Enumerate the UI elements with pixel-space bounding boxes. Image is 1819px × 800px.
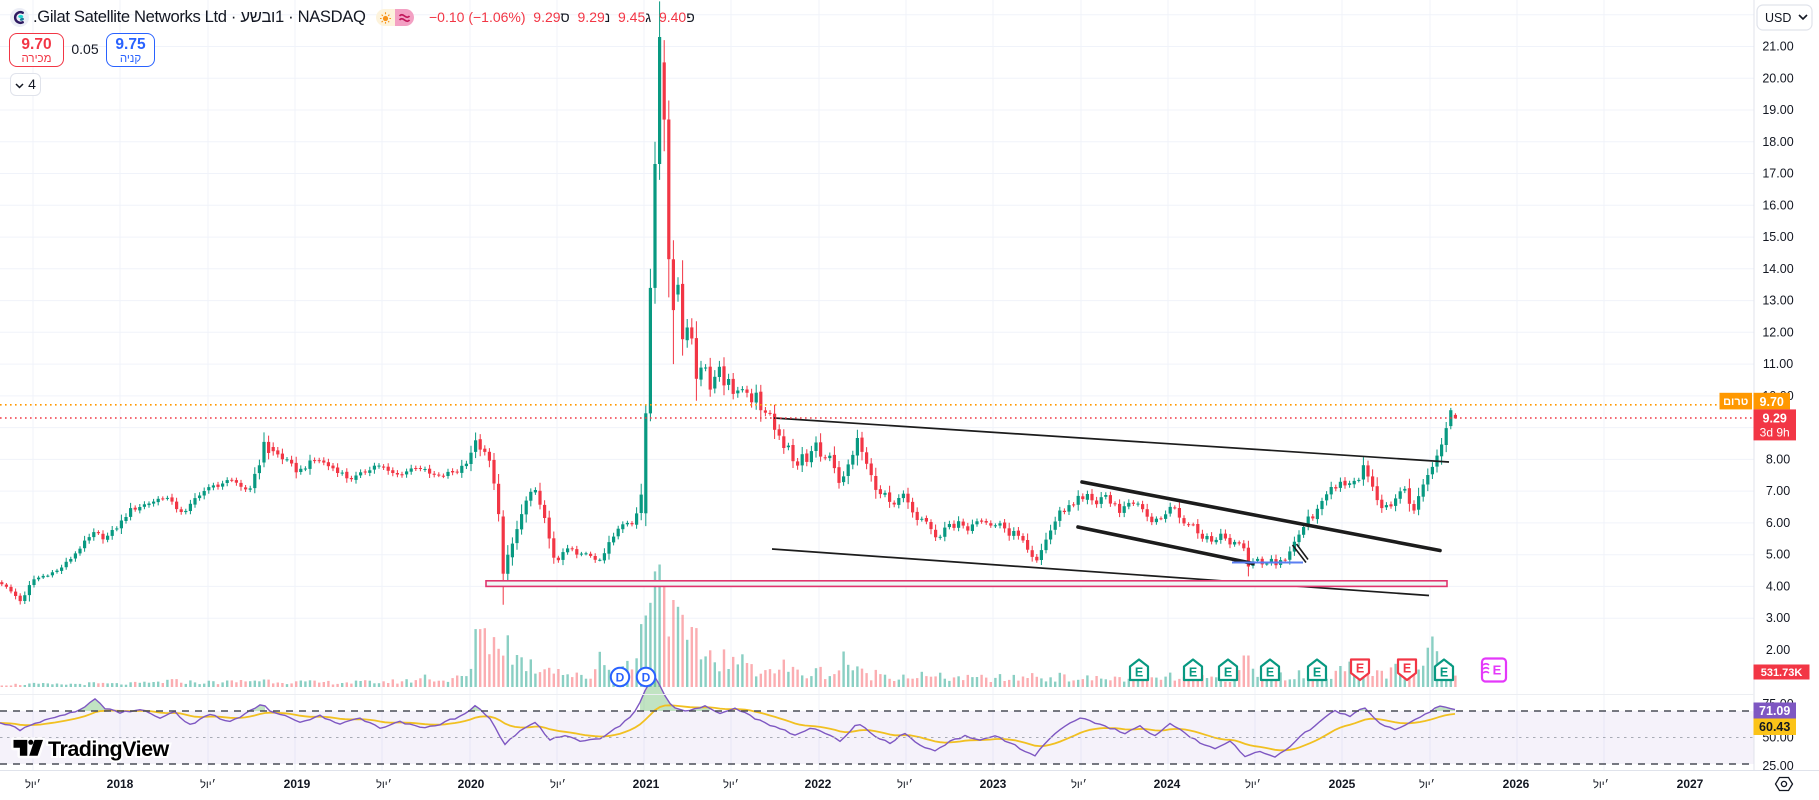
svg-text:3.00: 3.00 [1766,611,1790,625]
svg-text:E: E [1403,662,1411,676]
svg-text:לוי׳: לוי׳ [1071,778,1087,791]
svg-text:6.00: 6.00 [1766,516,1790,530]
svg-text:2018: 2018 [107,777,134,791]
svg-text:8.00: 8.00 [1766,452,1790,466]
svg-text:לוי׳: לוי׳ [1593,778,1609,791]
svg-text:2019: 2019 [284,777,311,791]
svg-text:60.43: 60.43 [1759,720,1790,734]
svg-text:9.29: 9.29 [1763,411,1787,425]
svg-text:25.00: 25.00 [1762,759,1793,773]
svg-text:11.00: 11.00 [1763,357,1793,371]
svg-text:71.09: 71.09 [1759,704,1790,718]
svg-text:2026: 2026 [1503,777,1530,791]
svg-text:19.00: 19.00 [1762,103,1793,117]
svg-text:E: E [1224,666,1232,680]
svg-text:לוי׳: לוי׳ [723,778,739,791]
svg-text:לוי׳: לוי׳ [897,778,913,791]
svg-text:לוי׳: לוי׳ [1245,778,1261,791]
svg-text:16.00: 16.00 [1762,198,1793,212]
svg-text:D: D [616,671,625,685]
svg-text:2027: 2027 [1677,777,1704,791]
svg-text:5.00: 5.00 [1766,548,1790,562]
svg-text:2021: 2021 [633,777,660,791]
svg-text:USD: USD [1765,11,1791,25]
svg-text:E: E [1493,663,1502,678]
svg-text:לוי׳: לוי׳ [1419,778,1435,791]
svg-text:21.00: 21.00 [1762,40,1793,54]
svg-text:לוי׳: לוי׳ [550,778,566,791]
svg-text:2023: 2023 [980,777,1007,791]
svg-text:13.00: 13.00 [1762,294,1793,308]
svg-text:TradingView: TradingView [48,737,170,761]
svg-text:7.00: 7.00 [1766,484,1790,498]
svg-text:2020: 2020 [458,777,485,791]
svg-text:18.00: 18.00 [1762,135,1793,149]
svg-text:20.00: 20.00 [1762,71,1793,85]
svg-text:לוי׳: לוי׳ [376,778,392,791]
svg-text:14.00: 14.00 [1762,262,1793,276]
svg-text:E: E [1313,666,1321,680]
svg-text:E: E [1356,662,1364,676]
svg-text:2025: 2025 [1329,777,1356,791]
svg-text:2022: 2022 [805,777,832,791]
svg-text:15.00: 15.00 [1762,230,1793,244]
svg-text:17.00: 17.00 [1762,167,1793,181]
svg-text:4.00: 4.00 [1766,579,1790,593]
svg-text:E: E [1266,666,1274,680]
svg-text:טרום: טרום [1723,396,1748,408]
svg-text:לוי׳: לוי׳ [200,778,216,791]
svg-text:2.00: 2.00 [1766,643,1790,657]
svg-text:2024: 2024 [1154,777,1181,791]
svg-text:E: E [1440,666,1448,680]
svg-text:3d 9h: 3d 9h [1760,425,1790,439]
svg-text:12.00: 12.00 [1762,325,1793,339]
svg-text:E: E [1189,666,1197,680]
svg-text:לוי׳: לוי׳ [25,778,41,791]
svg-text:9.70: 9.70 [1760,395,1784,409]
svg-text:D: D [642,671,651,685]
svg-text:E: E [1135,666,1143,680]
svg-text:531.73K: 531.73K [1761,667,1803,679]
